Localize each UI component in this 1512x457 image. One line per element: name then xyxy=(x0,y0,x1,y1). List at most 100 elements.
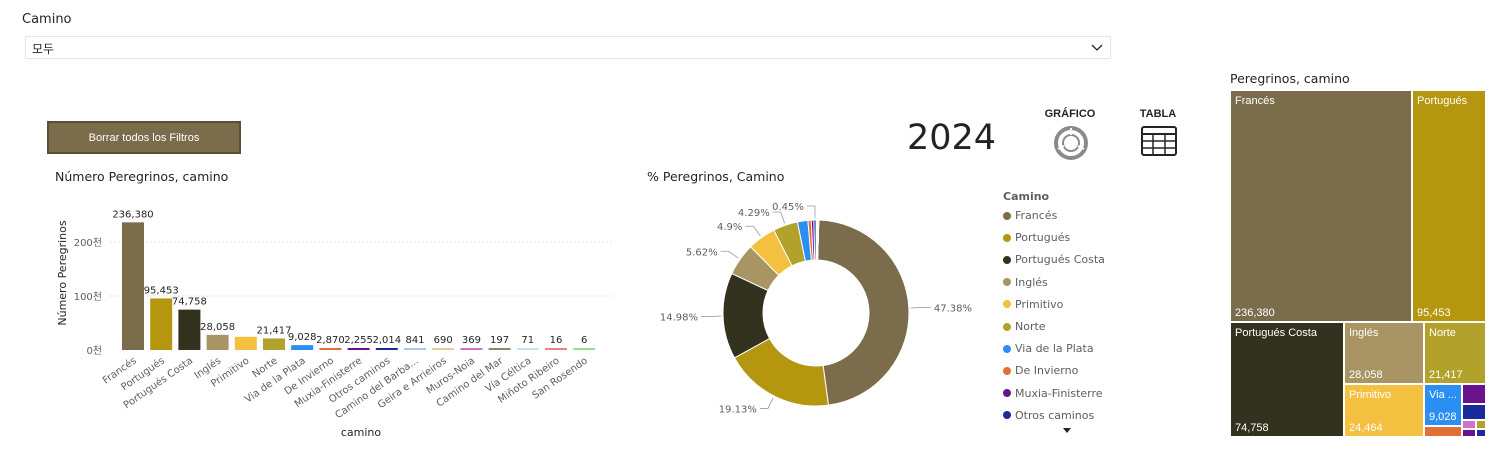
donut-leader-line xyxy=(745,225,761,237)
bar[interactable] xyxy=(432,348,455,350)
treemap-cell[interactable]: Portugués 95,453 xyxy=(1412,90,1486,322)
treemap-cell[interactable] xyxy=(1462,404,1486,420)
donut-leader-line xyxy=(806,205,816,219)
camino-filter-dropdown[interactable]: 모두 xyxy=(25,36,1111,59)
treemap-cell[interactable]: Francés 236,380 xyxy=(1230,90,1412,322)
treemap-cell-label: Via ... xyxy=(1429,389,1457,401)
donut-chart: 47.38% 19.13% 14.98% 5.62% 4.9% 4.29%0.45% xyxy=(660,202,972,416)
legend-scroll-down-icon[interactable] xyxy=(1062,427,1072,435)
bar-data-label: 16 xyxy=(550,335,563,346)
treemap-title: Peregrinos, camino xyxy=(1230,71,1350,86)
legend-item[interactable]: Portugués Costa xyxy=(1003,253,1105,266)
legend-item[interactable]: Inglés xyxy=(1003,276,1048,289)
filter-label: Camino xyxy=(22,12,72,27)
bar-y-tick: 200천 xyxy=(74,237,102,249)
bar-chart: Número Peregrinos camino 0천 100천 200천 236,… xyxy=(56,209,612,439)
treemap-cell[interactable] xyxy=(1476,420,1486,429)
chart-view-label: GRÁFICO xyxy=(1044,108,1096,120)
bar-data-label: 71 xyxy=(521,335,534,346)
donut-leader-line xyxy=(772,211,786,224)
bar[interactable] xyxy=(206,334,229,350)
treemap-cell[interactable] xyxy=(1424,426,1462,437)
treemap-cell[interactable] xyxy=(1462,384,1486,404)
table-grid-icon[interactable] xyxy=(1141,125,1177,157)
legend-marker xyxy=(1003,300,1011,309)
legend-marker xyxy=(1003,255,1011,264)
legend-marker xyxy=(1003,278,1011,287)
treemap-cell-value: 95,453 xyxy=(1417,307,1451,319)
filter-selected-value: 모두 xyxy=(32,42,55,56)
bar-data-label: 197 xyxy=(490,335,509,346)
legend-item[interactable]: Via de la Plata xyxy=(1003,342,1094,355)
bar-data-label: 236,380 xyxy=(112,209,153,220)
legend-item[interactable]: Portugués xyxy=(1003,231,1070,244)
treemap-cell-label: Norte xyxy=(1429,327,1456,339)
bar[interactable] xyxy=(404,348,426,350)
bar[interactable] xyxy=(545,348,567,350)
treemap-cell-label: Inglés xyxy=(1349,327,1379,339)
bar-data-label: 2,870 xyxy=(316,335,345,346)
bar[interactable] xyxy=(573,348,596,350)
bar[interactable] xyxy=(347,348,370,350)
bar-data-label: 95,453 xyxy=(144,285,179,296)
donut-percent-label: 19.13% xyxy=(719,405,757,416)
bar[interactable] xyxy=(375,348,398,350)
donut-leader-line xyxy=(759,397,774,409)
treemap-cell[interactable] xyxy=(1462,420,1476,429)
legend-marker xyxy=(1003,233,1011,242)
clear-filters-button[interactable]: Borrar todos los Filtros xyxy=(47,121,241,154)
legend-marker xyxy=(1003,411,1011,420)
treemap: Francés 236,380 Portugués 95,453 Portugués C… xyxy=(1230,90,1486,437)
table-view-label: TABLA xyxy=(1139,108,1177,120)
treemap-cell-value: 28,058 xyxy=(1349,369,1383,381)
bar-data-label: 369 xyxy=(462,335,481,346)
legend-marker xyxy=(1003,344,1011,353)
donut-percent-label: 4.9% xyxy=(717,222,742,233)
donut-percent-label: 0.45% xyxy=(772,202,804,213)
treemap-cell-value: 74,758 xyxy=(1235,422,1269,434)
legend-item[interactable]: Francés xyxy=(1003,209,1057,222)
year-card: 2024 xyxy=(907,118,997,158)
treemap-cell-value: 9,028 xyxy=(1429,411,1457,423)
bar[interactable] xyxy=(234,336,257,350)
legend-item[interactable]: Muxia-Finisterre xyxy=(1003,387,1103,400)
donut-chart-title: % Peregrinos, Camino xyxy=(647,169,785,184)
bar[interactable] xyxy=(319,348,342,350)
legend-marker xyxy=(1003,389,1011,398)
bar[interactable] xyxy=(460,348,483,350)
legend-item[interactable]: Otros caminos xyxy=(1003,409,1094,422)
treemap-cell-label: Portugués xyxy=(1417,95,1468,107)
legend-label: Portugués Costa xyxy=(1015,253,1105,267)
bar-data-label: 2,255 xyxy=(344,335,373,346)
chevron-down-icon xyxy=(1091,44,1103,51)
treemap-cell[interactable]: Via ... 9,028 xyxy=(1424,384,1462,426)
bar[interactable] xyxy=(150,298,173,350)
bar-y-tick: 0천 xyxy=(86,345,102,357)
donut-chart-icon[interactable] xyxy=(1053,125,1089,161)
legend-item[interactable]: De Invierno xyxy=(1003,364,1078,377)
bar-y-axis-label: Número Peregrinos xyxy=(56,220,69,326)
bar[interactable] xyxy=(516,348,539,350)
bar-data-label: 2,014 xyxy=(372,335,401,346)
donut-slice[interactable] xyxy=(817,219,910,406)
legend-item[interactable]: Primitivo xyxy=(1003,298,1063,311)
treemap-cell[interactable] xyxy=(1462,429,1476,437)
donut-percent-label: 47.38% xyxy=(934,303,972,314)
bar[interactable] xyxy=(122,222,144,350)
treemap-cell[interactable]: Inglés 28,058 xyxy=(1344,322,1424,384)
treemap-cell[interactable] xyxy=(1476,429,1486,437)
bar[interactable] xyxy=(263,338,285,350)
bar[interactable] xyxy=(178,309,201,350)
legend-item[interactable]: Norte xyxy=(1003,320,1046,333)
donut-slice[interactable] xyxy=(817,219,820,261)
legend-label: Inglés xyxy=(1015,275,1048,289)
bar[interactable] xyxy=(488,348,511,350)
donut-leader-line xyxy=(910,307,931,309)
bar-data-label: 28,058 xyxy=(200,322,235,333)
bar[interactable] xyxy=(291,345,314,350)
treemap-cell[interactable]: Norte 21,417 xyxy=(1424,322,1486,384)
treemap-cell-value: 21,417 xyxy=(1429,369,1463,381)
treemap-cell[interactable]: Portugués Costa 74,758 xyxy=(1230,322,1344,437)
treemap-cell[interactable]: Primitivo 24,464 xyxy=(1344,384,1424,437)
legend-label: Otros caminos xyxy=(1015,408,1095,422)
